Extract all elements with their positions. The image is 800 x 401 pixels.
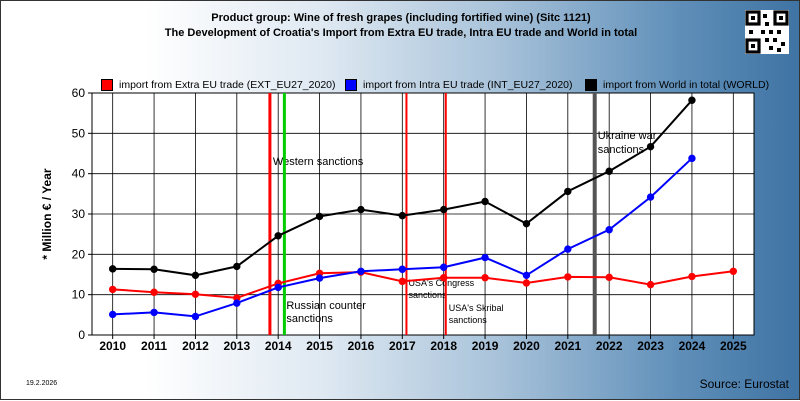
data-point	[564, 245, 572, 253]
y-tick-label: 0	[78, 328, 85, 342]
date-stamp: 19.2.2026	[26, 380, 58, 387]
data-point	[522, 279, 531, 287]
y-tick-label: 40	[72, 167, 86, 181]
data-point	[150, 265, 158, 273]
source-label: Source: Eurostat	[699, 377, 789, 391]
x-tick-label: 2010	[99, 339, 126, 353]
data-point	[108, 265, 117, 273]
x-tick-label: 2011	[141, 339, 167, 353]
data-point	[605, 167, 613, 175]
legend-label: import from Extra EU trade (EXT_EU27_202…	[119, 79, 336, 92]
legend-swatch-red	[101, 79, 113, 92]
sanction-label: Russian counter	[286, 300, 366, 312]
series-line-extra-eu	[112, 270, 734, 299]
x-tick-label: 2017	[389, 339, 416, 353]
sanction-label: USA's Congress	[408, 278, 474, 288]
sanction-label: sanctions	[449, 315, 488, 325]
sanction-label: sanctions	[286, 313, 333, 325]
qr-code-icon	[745, 10, 789, 54]
data-point	[274, 232, 282, 240]
data-point	[605, 226, 613, 234]
chart-subtitle: The Development of Croatia's Import from…	[164, 27, 638, 39]
data-point	[108, 310, 117, 319]
data-point	[398, 277, 407, 286]
data-point	[233, 262, 241, 271]
data-point	[688, 154, 696, 163]
data-point	[439, 263, 448, 271]
data-point	[315, 274, 324, 282]
data-point	[439, 274, 448, 282]
data-point	[315, 212, 324, 221]
x-tick-label: 2021	[554, 339, 581, 353]
y-tick-label: 20	[72, 247, 86, 261]
y-tick-label: 10	[72, 288, 86, 302]
x-tick-label: 2014	[265, 339, 292, 353]
sanction-label: sanctions	[408, 290, 447, 300]
data-point	[398, 265, 407, 273]
x-tick-label: 2025	[720, 339, 747, 353]
data-point	[564, 187, 572, 196]
data-point	[688, 272, 696, 281]
data-point	[605, 273, 613, 282]
x-tick-label: 2023	[637, 339, 664, 353]
legend-swatch-black	[585, 79, 597, 92]
sanction-label: sanctions	[598, 144, 645, 156]
legend-item-intra-eu: import from Intra EU trade (INT_EU27_202…	[345, 79, 573, 95]
chart-title: Product group: Wine of fresh grapes (inc…	[211, 12, 591, 24]
data-point	[481, 253, 489, 262]
legend-item-world: import from World in total (WORLD)	[585, 79, 769, 95]
x-tick-label: 2015	[306, 339, 333, 353]
x-tick-label: 2012	[182, 339, 209, 353]
x-tick-label: 2022	[596, 339, 623, 353]
legend-label: import from Intra EU trade (INT_EU27_202…	[363, 79, 573, 92]
legend-label: import from World in total (WORLD)	[603, 79, 770, 92]
legend-swatch-blue	[345, 79, 357, 92]
data-point	[481, 197, 489, 206]
data-point	[522, 219, 531, 228]
data-point	[150, 308, 158, 317]
x-tick-label: 2024	[679, 339, 706, 353]
legend-item-extra-eu: import from Extra EU trade (EXT_EU27_202…	[101, 79, 336, 95]
y-tick-label: 30	[72, 207, 86, 221]
data-point	[191, 271, 200, 280]
data-point	[564, 273, 572, 281]
data-point	[108, 285, 117, 294]
data-point	[191, 290, 200, 298]
data-point	[398, 211, 407, 220]
y-axis-label: * Million € / Year	[40, 168, 54, 259]
y-tick-label: 50	[72, 126, 86, 140]
data-point	[646, 193, 655, 201]
sanction-label: Ukraine war	[598, 130, 657, 142]
x-tick-label: 2013	[223, 339, 250, 353]
data-point	[646, 142, 655, 151]
data-point	[688, 96, 696, 104]
x-tick-label: 2020	[513, 339, 540, 353]
x-tick-label: 2018	[430, 339, 457, 353]
data-point	[357, 267, 365, 275]
data-point	[233, 299, 241, 307]
data-point	[439, 205, 448, 214]
data-point	[150, 288, 158, 296]
data-point	[729, 267, 738, 275]
sanction-label: Western sanctions	[273, 156, 364, 168]
y-tick-label: 60	[72, 86, 86, 100]
data-point	[481, 274, 489, 282]
data-point	[646, 280, 655, 289]
x-tick-label: 2016	[348, 339, 375, 353]
data-point	[522, 271, 531, 280]
data-point	[274, 283, 282, 292]
x-tick-label: 2019	[472, 339, 499, 353]
sanction-label: USA's Skribal	[449, 303, 504, 313]
data-point	[357, 205, 365, 214]
data-point	[191, 312, 200, 321]
